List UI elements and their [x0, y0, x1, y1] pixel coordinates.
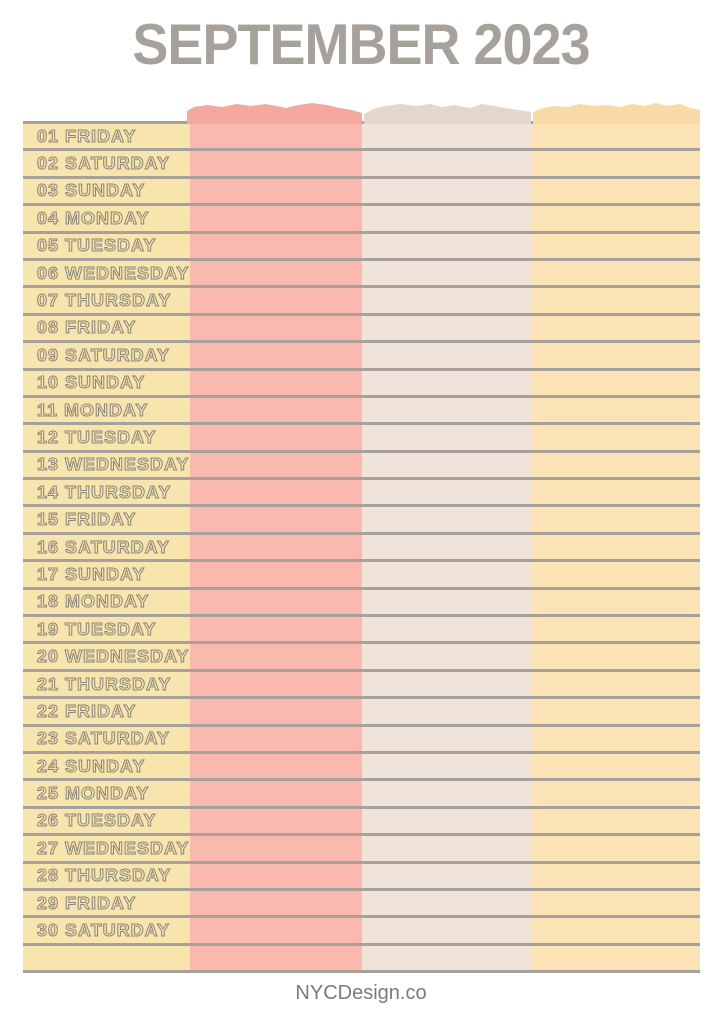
day-label: 18 MONDAY: [36, 591, 150, 612]
day-row: 03 SUNDAY: [23, 179, 700, 207]
day-row: 24 SUNDAY: [23, 754, 700, 782]
day-row: 10 SUNDAY: [23, 371, 700, 398]
day-label: 16 SATURDAY: [36, 536, 171, 557]
day-label: 12 TUESDAY: [36, 427, 157, 448]
calendar-sheet: 01 FRIDAY 02 SATURDAY 03 SUNDAY 04 MONDAY 05…: [23, 103, 700, 974]
day-row: 30 SATURDAY: [23, 918, 700, 946]
day-label: 22 FRIDAY: [36, 701, 137, 722]
day-label: 14 THURSDAY: [36, 481, 172, 502]
day-row: 02 SATURDAY: [23, 151, 700, 179]
day-row: 20 WEDNESDAY: [23, 644, 700, 672]
day-label: 17 SUNDAY: [36, 564, 146, 585]
day-row: 06 WEDNESDAY: [23, 261, 700, 289]
day-label: 23 SATURDAY: [36, 728, 171, 749]
day-label: 27 WEDNESDAY: [36, 838, 190, 859]
day-label: 21 THURSDAY: [36, 673, 172, 694]
day-label: 09 SATURDAY: [36, 345, 171, 366]
day-row: 25 MONDAY: [23, 781, 700, 809]
day-label: 15 FRIDAY: [36, 509, 137, 530]
footer-credit: NYCDesign.co: [295, 982, 427, 1004]
day-label: 02 SATURDAY: [36, 153, 171, 174]
day-label: 24 SUNDAY: [36, 755, 146, 776]
empty-row: [23, 946, 700, 974]
column-backgrounds: [23, 124, 700, 973]
day-row: 27 WEDNESDAY: [23, 836, 700, 864]
day-label: 05 TUESDAY: [36, 235, 157, 256]
day-row: 26 TUESDAY: [23, 809, 700, 837]
day-label: 11 MONDAY: [36, 399, 149, 420]
day-label: 28 THURSDAY: [36, 865, 172, 886]
day-label: 08 FRIDAY: [36, 317, 137, 338]
torn-edge-pink-column: [187, 103, 362, 124]
day-row: 11 MONDAY: [23, 398, 700, 426]
day-row: 12 TUESDAY: [23, 425, 700, 453]
day-rows: 01 FRIDAY 02 SATURDAY 03 SUNDAY 04 MONDAY 05…: [23, 124, 700, 974]
day-label: 07 THURSDAY: [36, 290, 172, 311]
day-label: 30 SATURDAY: [36, 920, 171, 941]
column-notes-orange: [531, 124, 700, 973]
day-row: 07 THURSDAY: [23, 288, 700, 316]
day-row: 15 FRIDAY: [23, 507, 700, 535]
day-row: 17 SUNDAY: [23, 562, 700, 590]
day-label: 13 WEDNESDAY: [36, 454, 190, 475]
day-label: 25 MONDAY: [36, 783, 150, 804]
day-row: 21 THURSDAY: [23, 672, 700, 700]
day-row: 28 THURSDAY: [23, 864, 700, 891]
column-notes-pink: [190, 124, 362, 973]
day-row: 22 FRIDAY: [23, 699, 700, 727]
day-label: 03 SUNDAY: [36, 180, 146, 201]
day-label: 10 SUNDAY: [36, 372, 146, 393]
day-label: 01 FRIDAY: [36, 125, 137, 146]
day-label: 20 WEDNESDAY: [36, 646, 190, 667]
column-day-labels: [23, 124, 190, 973]
day-row: 01 FRIDAY: [23, 124, 700, 152]
day-label: 19 TUESDAY: [36, 618, 157, 639]
day-label: 26 TUESDAY: [36, 810, 157, 831]
day-row: 05 TUESDAY: [23, 234, 700, 261]
page-title: SEPTEMBER 2023: [132, 13, 590, 77]
day-label: 04 MONDAY: [36, 208, 150, 229]
day-label: 29 FRIDAY: [36, 892, 137, 913]
day-row: 18 MONDAY: [23, 590, 700, 618]
day-row: 13 WEDNESDAY: [23, 453, 700, 481]
day-row: 19 TUESDAY: [23, 617, 700, 645]
day-row: 14 THURSDAY: [23, 480, 700, 508]
day-row: 16 SATURDAY: [23, 535, 700, 563]
day-label: 06 WEDNESDAY: [36, 262, 190, 283]
torn-edge-taupe-column: [364, 104, 531, 124]
day-row: 09 SATURDAY: [23, 343, 700, 371]
day-row: 29 FRIDAY: [23, 891, 700, 919]
torn-paper-edge: [187, 103, 700, 124]
day-row: 08 FRIDAY: [23, 316, 700, 344]
day-row: 23 SATURDAY: [23, 727, 700, 754]
day-row: 04 MONDAY: [23, 206, 700, 234]
column-notes-taupe: [362, 124, 531, 973]
torn-edge-orange-column: [533, 103, 700, 124]
